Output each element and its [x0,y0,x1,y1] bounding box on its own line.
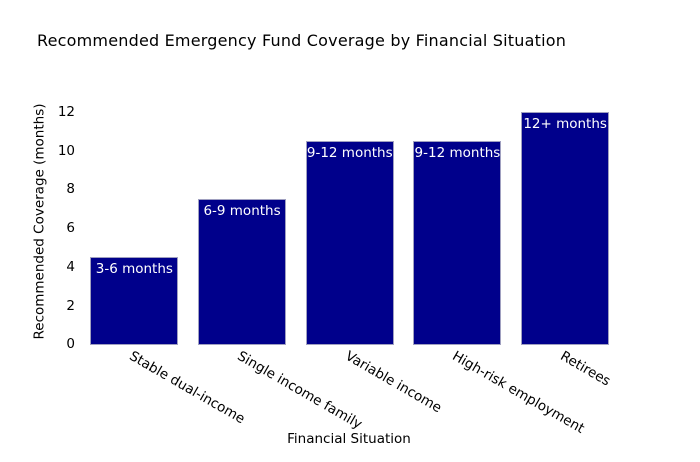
bar-value-label: 12+ months [523,117,607,132]
bar-value-label: 6-9 months [203,204,281,220]
y-tick-label-12: 12 [57,103,75,120]
y-tick-label-4: 4 [66,258,75,275]
bar-value-label: 9-12 months [306,146,393,162]
bar-single-income-family: 6-9 months [198,199,287,345]
bar-value-label: 9-12 months [414,146,501,162]
bar-value-label: 3-6 months [95,262,173,278]
y-tick-label-6: 6 [66,220,75,237]
chart-title: Recommended Emergency Fund Coverage by F… [37,31,567,50]
x-tick-label-retirees: Retirees [557,348,614,390]
y-tick-label-2: 2 [66,297,75,314]
y-tick-label-0: 0 [66,336,75,353]
x-tick-label-variable-income: Variable income [342,348,445,417]
bar-retirees: 12+ months [521,112,610,345]
y-tick-label-10: 10 [57,142,75,159]
bar-variable-income: 9-12 months [305,141,394,345]
x-tick-label-stable-dual-income: Stable dual-income [126,348,248,428]
bar-stable-dual-income: 3-6 months [90,257,179,345]
y-tick-label-8: 8 [66,181,75,198]
bar-high-risk-employment: 9-12 months [413,141,502,345]
x-axis-title: Financial Situation [287,431,411,447]
